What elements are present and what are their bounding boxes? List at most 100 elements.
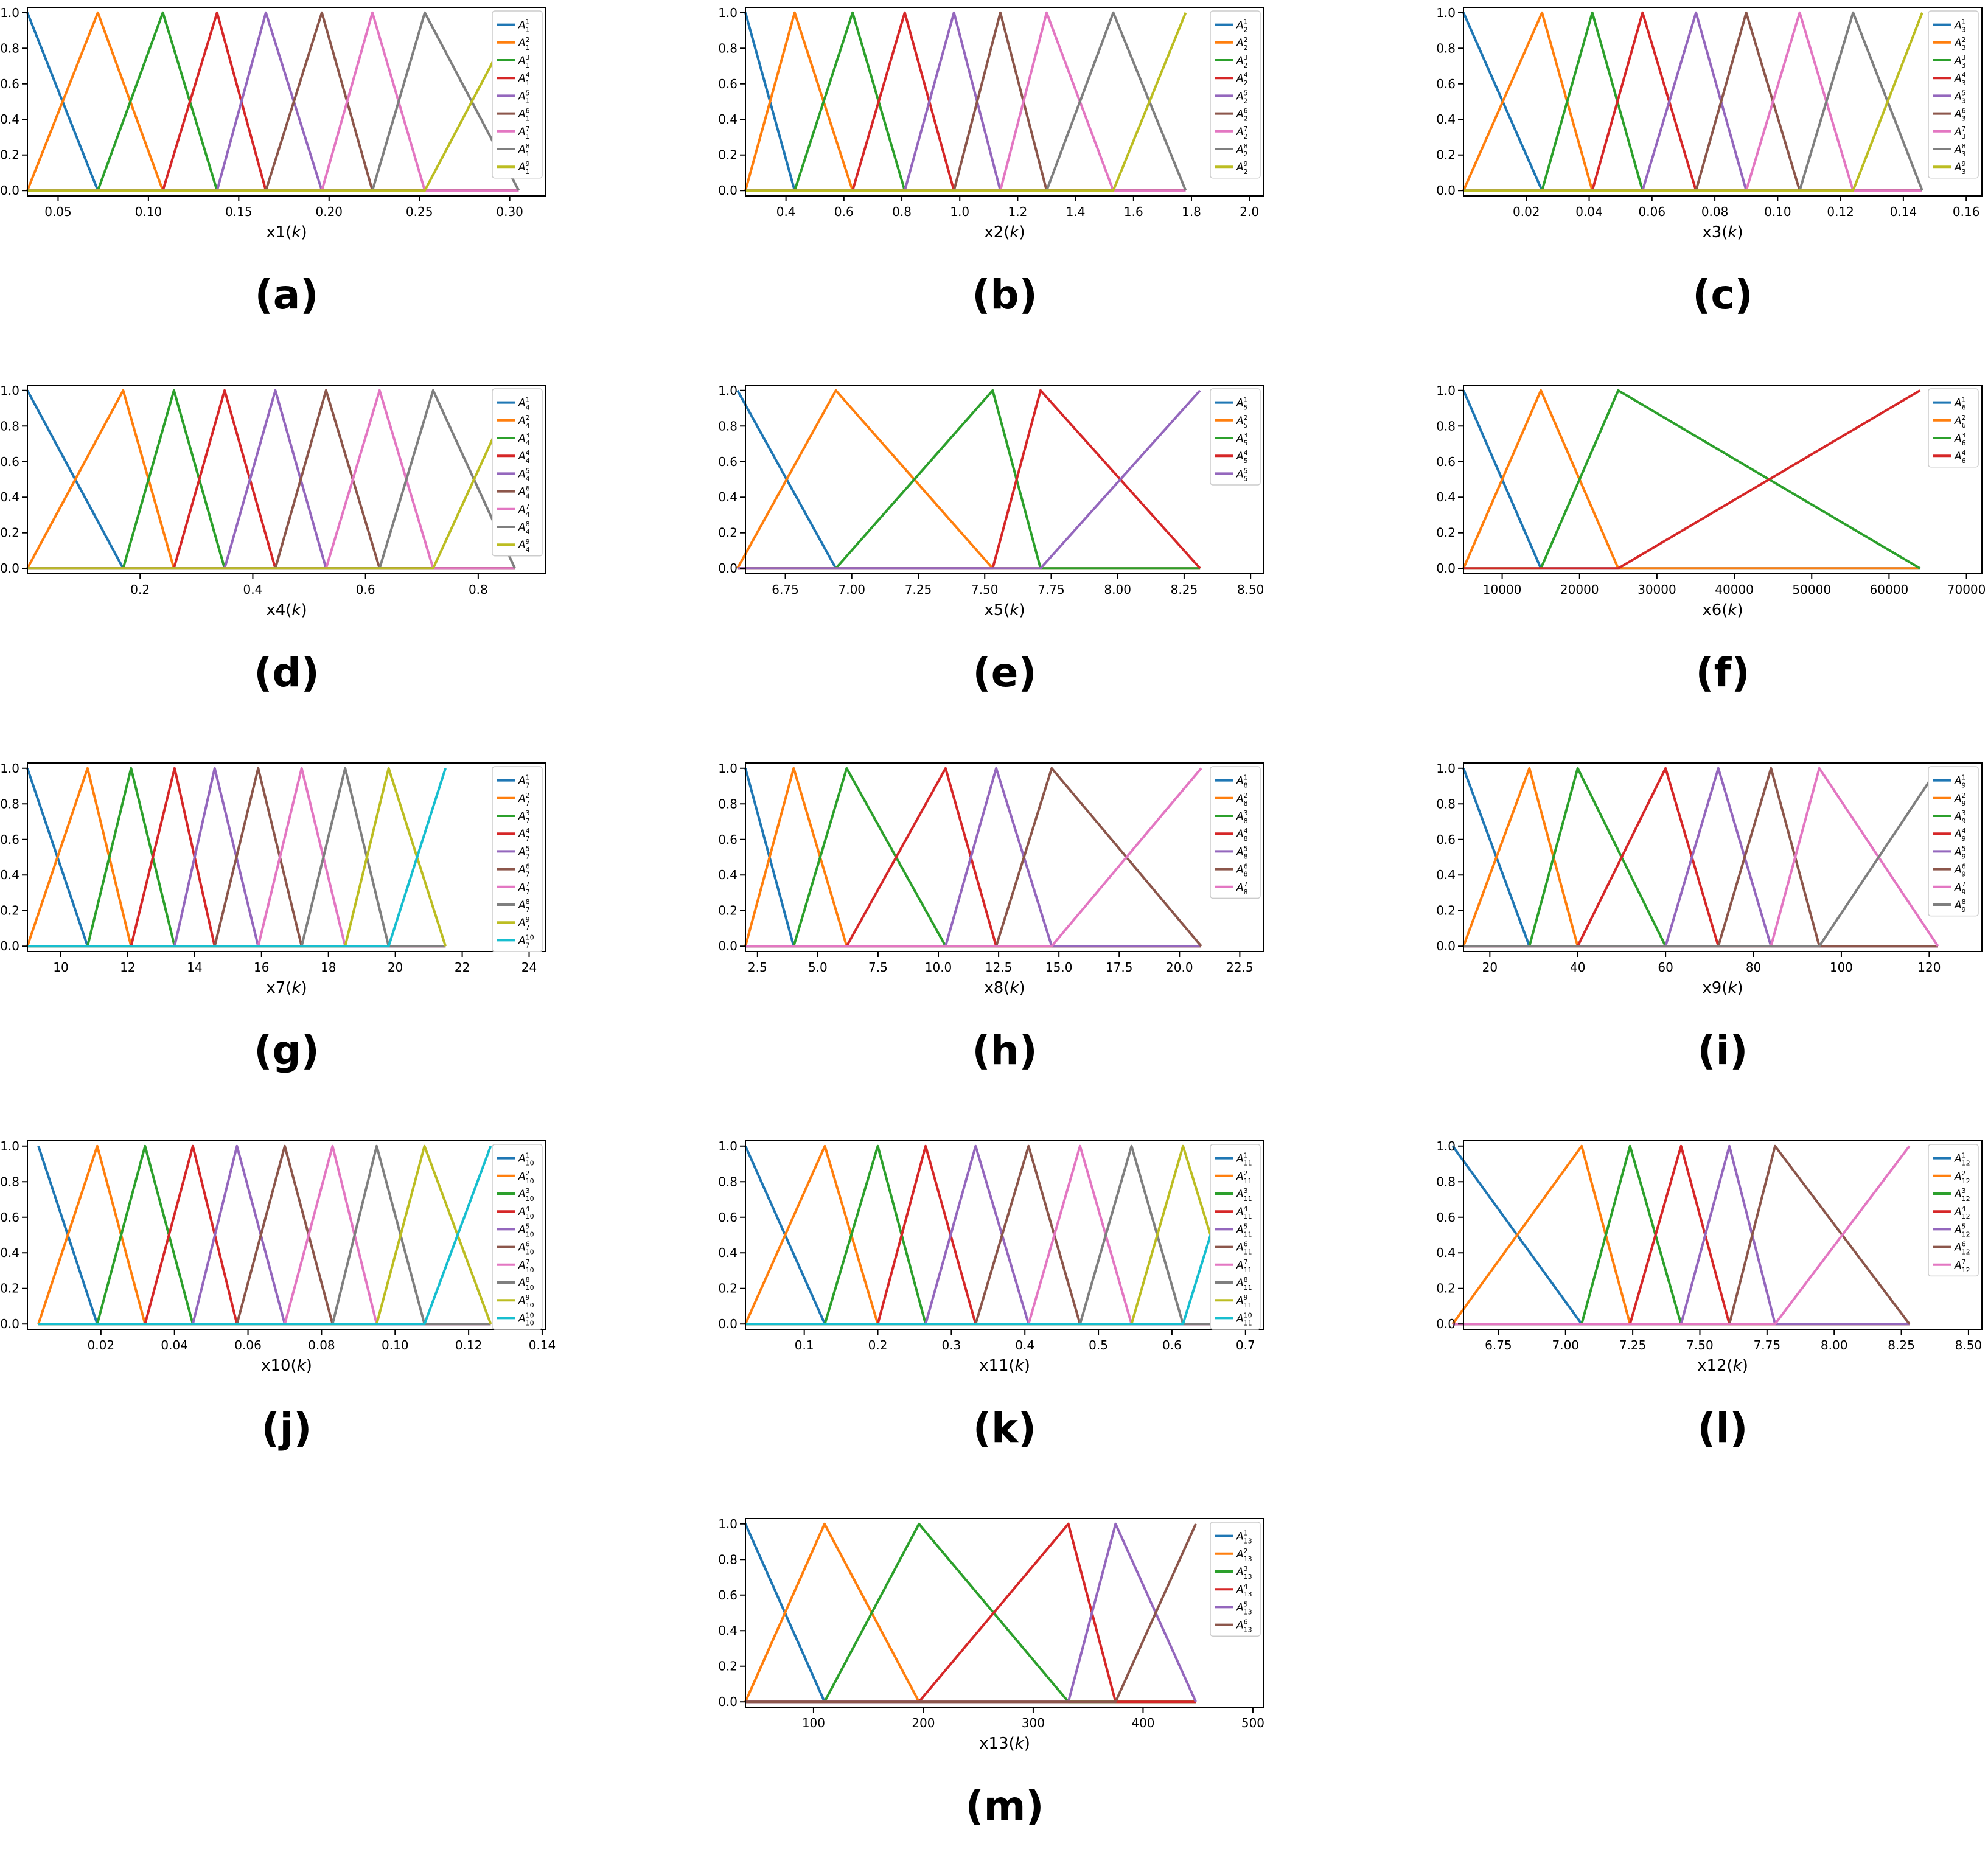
legend-box [1928, 388, 1979, 468]
y-tick-label: 0.6 [718, 454, 738, 469]
y-tick-label: 1.0 [1436, 5, 1456, 20]
legend-entry-3: A123 [1954, 1187, 1970, 1203]
series-group [744, 11, 1187, 192]
x-tick-label: 7.50 [971, 582, 999, 597]
y-tick-label: 1.0 [718, 383, 738, 398]
x-tick-label: 0.7 [1236, 1338, 1255, 1352]
x-tick-label: 7.75 [1754, 1338, 1781, 1352]
series-line-6 [27, 389, 515, 570]
series-group [1462, 11, 1923, 192]
series-line-4 [1463, 767, 1938, 948]
x-tick-label: 7.50 [1686, 1338, 1714, 1352]
legend-entry-5: A115 [1236, 1222, 1252, 1238]
x-tick-label: 7.25 [905, 582, 932, 597]
x-tick-label: 0.15 [225, 204, 253, 219]
panel-caption: (g) [254, 1027, 319, 1074]
x-tick-label: 0.16 [1953, 204, 1980, 219]
legend-entry-1: A71 [518, 774, 530, 790]
legend-entry-5: A85 [1236, 844, 1248, 860]
y-tick-label: 0.4 [0, 112, 19, 127]
y-tick-label: 0.8 [718, 41, 738, 55]
legend-entry-4: A124 [1954, 1205, 1970, 1220]
legend-entry-2: A22 [1236, 36, 1248, 52]
series-line-6 [1463, 767, 1938, 948]
legend-entry-6: A96 [1954, 863, 1966, 879]
legend-entry-8: A18 [518, 142, 530, 158]
series-line-2 [1462, 389, 1920, 570]
x-axis-label: x5(k) [984, 601, 1025, 619]
legend-entry-10: A1010 [518, 1311, 534, 1327]
series-line-1 [744, 768, 1201, 948]
y-tick-label: 0.4 [1436, 490, 1456, 504]
legend-entry-1: A101 [518, 1152, 534, 1168]
legend-entry-2: A42 [518, 414, 530, 430]
legend-entry-7: A17 [518, 125, 530, 141]
series-line-5 [38, 1144, 491, 1326]
x-tick-label: 0.3 [941, 1338, 961, 1352]
series-line-5 [745, 11, 1186, 192]
legend-entry-1: A41 [518, 396, 530, 412]
x-tick-label: 8.50 [1237, 582, 1264, 597]
y-tick-label: 0.8 [1436, 41, 1456, 55]
series-line-6 [38, 1144, 491, 1326]
y-tick-label: 0.6 [718, 1210, 738, 1225]
legend-box [1210, 1144, 1261, 1330]
x-tick-label: 1.8 [1182, 204, 1201, 219]
y-tick-label: 0.2 [0, 526, 19, 540]
series-line-9 [1463, 12, 1923, 192]
legend-entry-4: A44 [518, 449, 530, 465]
chart-panel-11: 0.0 0.2 0.4 0.6 0.8 1.0 0.1 0.2 0.3 0.4 0.5 0.6 0.7 x… [718, 1139, 1264, 1452]
legend-entry-2: A82 [1236, 792, 1248, 807]
y-tick-label: 0.0 [1436, 561, 1456, 576]
legend-entry-5: A75 [518, 844, 530, 860]
legend-entry-2: A112 [1236, 1169, 1252, 1185]
plot-frame [1463, 385, 1983, 574]
panel-caption: (f) [1695, 649, 1749, 696]
legend-entry-6: A46 [518, 485, 530, 501]
x-tick-label: 2.0 [1240, 204, 1259, 219]
y-tick-label: 0.2 [718, 1281, 738, 1296]
series-line-3 [745, 11, 1186, 192]
series-line-7 [38, 1144, 491, 1326]
legend-entry-1: A121 [1954, 1152, 1970, 1168]
legend-entry-1: A131 [1236, 1530, 1252, 1545]
series-line-4 [745, 767, 1201, 948]
series-line-1 [744, 12, 1186, 192]
legend-entry-3: A133 [1236, 1565, 1252, 1581]
y-tick-label: 0.4 [0, 490, 19, 504]
x-tick-label: 100 [802, 1716, 825, 1730]
legend-entry-9: A109 [518, 1293, 534, 1309]
chart-panel-13: 0.0 0.2 0.4 0.6 0.8 1.0 100 200 300 400 500 x13(k) A… [718, 1517, 1264, 1829]
plot-frame [745, 1518, 1264, 1708]
legend-entry-3: A83 [1236, 809, 1248, 825]
x-tick-label: 8.00 [1821, 1338, 1848, 1352]
x-tick-label: 20 [1482, 960, 1498, 975]
series-line-1 [1462, 390, 1920, 570]
chart-panel-1: 0.0 0.2 0.4 0.6 0.8 1.0 0.05 0.10 0.15 0.20 0.25 0.… [0, 5, 546, 318]
legend-entry-7: A47 [518, 503, 530, 518]
series-line-1 [1462, 12, 1922, 192]
legend-entry-1: A21 [1236, 18, 1248, 34]
series-line-4 [1463, 11, 1922, 192]
y-tick-label: 0.4 [718, 868, 738, 882]
y-tick-label: 0.8 [1436, 1174, 1456, 1189]
series-line-1 [37, 1146, 491, 1326]
x-tick-label: 7.25 [1619, 1338, 1647, 1352]
x-tick-label: 0.06 [234, 1338, 262, 1352]
series-line-10 [745, 1146, 1240, 1326]
x-axis-label: x6(k) [1702, 601, 1743, 619]
panel-caption: (m) [965, 1783, 1044, 1829]
series-line-6 [1463, 11, 1922, 192]
series-line-3 [1463, 389, 1921, 570]
y-tick-label: 0.0 [0, 183, 19, 198]
legend-box [492, 1144, 543, 1330]
legend-entry-5: A55 [1236, 467, 1248, 482]
plot-frame [745, 762, 1264, 952]
x-tick-label: 0.8 [892, 204, 912, 219]
series-line-4 [1463, 389, 1921, 570]
